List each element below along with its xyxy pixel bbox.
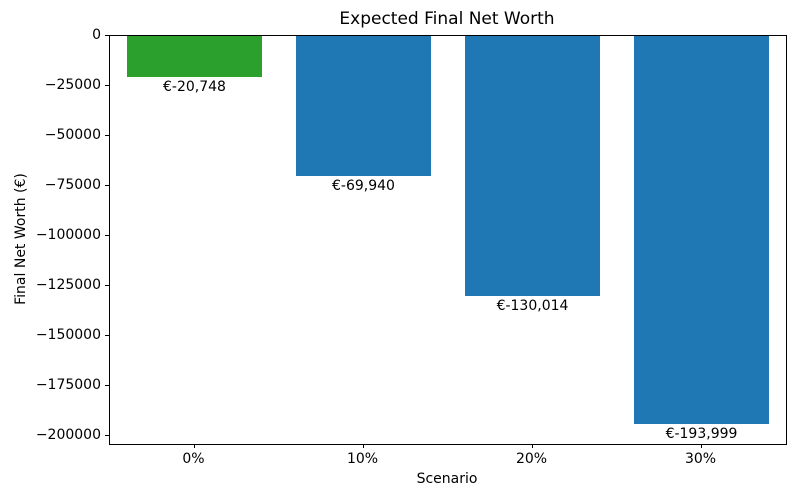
x-tick-mark — [700, 444, 702, 448]
x-axis-title: Scenario — [416, 471, 478, 487]
y-tick-label: −100000 — [35, 227, 101, 243]
bar-30% — [633, 36, 770, 424]
y-tick-mark — [105, 334, 109, 336]
y-tick-label: −150000 — [35, 327, 101, 343]
chart-title: Expected Final Net Worth — [339, 9, 555, 29]
y-tick-mark — [105, 434, 109, 436]
plot-area: €-20,748 €-69,940 €-130,014 €-193,999 — [109, 35, 787, 445]
bar-0% — [126, 36, 263, 78]
y-tick-mark — [105, 34, 109, 36]
x-tick-mark — [362, 444, 364, 448]
y-tick-label: −175000 — [35, 377, 101, 393]
bar-value-label: €-20,748 — [163, 79, 226, 96]
bar-value-label: €-193,999 — [665, 425, 738, 442]
x-tick-label: 20% — [515, 451, 548, 467]
y-tick-mark — [105, 284, 109, 286]
y-tick-mark — [105, 384, 109, 386]
y-tick-label: −50000 — [44, 127, 101, 143]
y-tick-mark — [105, 234, 109, 236]
x-tick-label: 10% — [346, 451, 379, 467]
y-tick-label: −25000 — [44, 77, 101, 93]
x-tick-label: 0% — [182, 451, 205, 467]
y-tick-label: −75000 — [44, 177, 101, 193]
y-tick-label: −200000 — [35, 427, 101, 443]
y-tick-mark — [105, 184, 109, 186]
bar-value-label: €-130,014 — [496, 298, 569, 315]
bar-20% — [464, 36, 601, 297]
y-tick-label: −125000 — [35, 277, 101, 293]
x-tick-label: 30% — [684, 451, 717, 467]
y-tick-mark — [105, 134, 109, 136]
bar-10% — [295, 36, 432, 176]
x-tick-mark — [531, 444, 533, 448]
y-tick-mark — [105, 84, 109, 86]
bar-value-label: €-69,940 — [332, 177, 395, 194]
x-tick-mark — [193, 444, 195, 448]
y-tick-label: 0 — [92, 27, 101, 43]
